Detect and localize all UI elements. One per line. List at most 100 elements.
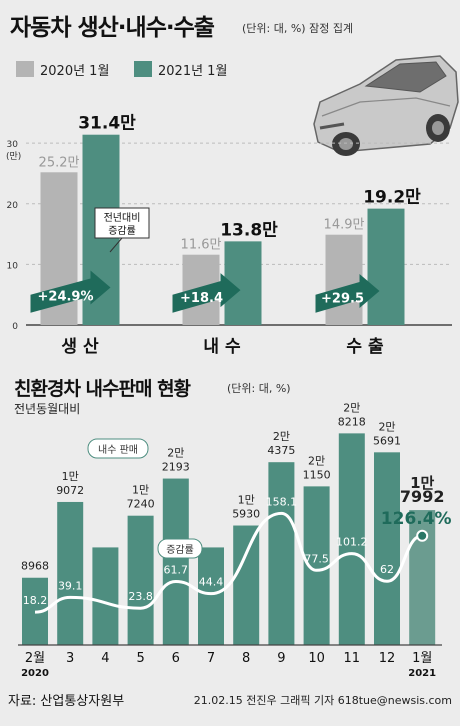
x-tick-label: 6 xyxy=(172,651,180,666)
y-tick-label: 0 xyxy=(12,322,18,332)
category-label: 생 산 xyxy=(61,337,99,357)
sales-bar xyxy=(57,501,84,645)
x-tick-label: 12 xyxy=(379,651,396,666)
growth-value-label: 23.8 xyxy=(128,590,153,603)
sales-value-label: 1만 xyxy=(62,470,79,483)
growth-arrow xyxy=(30,270,111,313)
series-tag-growth xyxy=(157,538,203,559)
x-tick-label: 7 xyxy=(207,651,215,666)
chart1-title: 자동차 생산·내수·수출 xyxy=(10,15,215,41)
sales-bar xyxy=(127,515,154,645)
growth-endpoint xyxy=(416,529,429,542)
sales-value-label: 1만 xyxy=(410,474,434,492)
growth-value-label: 77.5 xyxy=(304,552,329,565)
source-label: 자료: 산업통상자원부 xyxy=(8,694,125,709)
year-label: 2021 xyxy=(408,668,436,679)
growth-arrow xyxy=(315,274,380,313)
sales-value-label: 2만 xyxy=(343,401,360,414)
series-tag-sales xyxy=(87,438,149,459)
growth-arrow-shape xyxy=(315,274,380,313)
sales-value-label: 4375 xyxy=(267,444,295,457)
growth-value-label: 101.2 xyxy=(336,536,368,549)
sales-bar xyxy=(338,433,365,645)
growth-value-label: 158.1 xyxy=(266,495,298,508)
sales-value-label: 1만 xyxy=(132,484,149,497)
sales-bar xyxy=(268,462,295,645)
growth-label: +18.4 xyxy=(180,291,223,306)
y-tick-label: 30 xyxy=(7,140,19,150)
sales-bar xyxy=(198,547,224,645)
growth-arrow-shape xyxy=(30,270,111,313)
growth-value-label: 62 xyxy=(380,563,394,576)
bar-2021 xyxy=(367,208,405,325)
credit-label: 21.02.15 전진우 그래픽 기자 618tue@newsis.com xyxy=(193,694,452,707)
sales-value-label: 8218 xyxy=(338,415,366,428)
growth-arrow-shape xyxy=(172,273,241,313)
annotation-text: 전년대비 xyxy=(104,212,141,224)
x-tick-label: 11 xyxy=(344,651,361,666)
growth-label: +24.9% xyxy=(38,290,94,305)
bar-value-label: 19.2만 xyxy=(363,188,421,208)
category-label: 수 출 xyxy=(346,337,384,357)
sales-value-label: 7992 xyxy=(400,487,445,506)
y-tick-label: 10 xyxy=(7,261,19,271)
sales-value-label: 2만 xyxy=(167,447,184,460)
series-tag-sales-label: 내수 판매 xyxy=(98,444,138,456)
x-tick-label: 8 xyxy=(242,651,250,666)
sales-bar xyxy=(374,452,400,645)
bar-value-label: 14.9만 xyxy=(324,218,365,233)
x-tick-label: 4 xyxy=(101,651,109,666)
growth-value-label: 61.7 xyxy=(164,563,189,576)
bar-value-label: 31.4만 xyxy=(78,114,136,134)
category-label: 내 수 xyxy=(203,337,241,357)
sales-value-label: 8968 xyxy=(21,560,49,573)
car-illustration xyxy=(313,55,459,156)
chart1-unit: (단위: 대, %) 잠정 집계 xyxy=(242,22,354,35)
annotation-text: 증감률 xyxy=(108,225,136,237)
x-tick-label: 9 xyxy=(277,651,285,666)
y-tick-label: 20 xyxy=(7,201,19,211)
production-chart: 0 10 20 30(만) 25.2만 31.4만생 산 +24.9% 11.6만13.8만내… xyxy=(6,114,452,357)
series-tag-growth-label: 증감률 xyxy=(166,544,194,556)
growth-value-label: 44.4 xyxy=(199,576,224,589)
sales-value-label: 1150 xyxy=(303,468,331,481)
growth-label: +29.5 xyxy=(321,291,364,306)
y-axis-unit: (만) xyxy=(6,151,21,162)
sales-bar xyxy=(162,478,189,645)
bar-value-label: 13.8만 xyxy=(220,220,278,240)
chart2-unit: (단위: 대, %) xyxy=(227,382,291,395)
annotation-box xyxy=(94,207,150,239)
bar-value-label: 11.6만 xyxy=(181,238,222,253)
x-tick-label: 3 xyxy=(66,651,74,666)
sales-value-label: 9072 xyxy=(56,484,84,497)
growth-value-label: 39.1 xyxy=(58,579,83,592)
sales-value-label: 2193 xyxy=(162,461,190,474)
sales-value-label: 7240 xyxy=(127,498,155,511)
sales-value-label: 2만 xyxy=(308,454,325,467)
legend-label-2021: 2021년 1월 xyxy=(158,64,228,79)
sales-bar xyxy=(92,547,119,645)
x-tick-label: 10 xyxy=(308,651,325,666)
legend-label-2020: 2020년 1월 xyxy=(40,64,110,79)
chart2-subnote: 전년동월대비 xyxy=(14,402,81,416)
sales-value-label: 2만 xyxy=(378,420,395,433)
bar-value-label: 25.2만 xyxy=(39,155,80,170)
growth-value-label: 18.2 xyxy=(23,594,48,607)
sales-bar xyxy=(233,525,260,645)
chart2-title: 친환경차 내수판매 현황 xyxy=(14,378,191,400)
sales-value-label: 2만 xyxy=(273,430,290,443)
annotation-pointer xyxy=(109,237,123,253)
legend-swatch-2021 xyxy=(134,61,152,77)
legend-swatch-2020 xyxy=(16,61,34,77)
growth-line xyxy=(34,511,423,614)
x-tick-label: 1월 xyxy=(412,651,432,666)
bar-2020 xyxy=(325,234,363,325)
sales-value-label: 5930 xyxy=(232,508,260,521)
growth-value-label: 126.4% xyxy=(381,509,452,529)
x-tick-label: 2월 xyxy=(25,651,45,666)
x-tick-label: 5 xyxy=(136,651,144,666)
sales-value-label: 5691 xyxy=(373,434,401,447)
sales-value-label: 1만 xyxy=(238,494,255,507)
year-label: 2020 xyxy=(21,668,49,679)
